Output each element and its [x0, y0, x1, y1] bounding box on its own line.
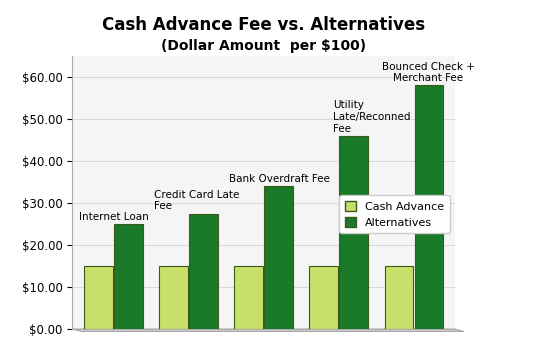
Bar — [310, 266, 338, 329]
Bar — [159, 266, 188, 329]
Bar — [340, 136, 368, 329]
Bar — [234, 266, 263, 329]
Text: Credit Card Late
Fee: Credit Card Late Fee — [154, 190, 239, 211]
Bar — [84, 266, 113, 329]
Text: Internet Loan: Internet Loan — [79, 212, 149, 222]
Polygon shape — [72, 329, 464, 331]
Bar — [264, 186, 293, 329]
Text: Utility
Late/Reconned
Fee: Utility Late/Reconned Fee — [332, 100, 410, 134]
Bar — [189, 214, 218, 329]
Bar — [385, 266, 413, 329]
Text: (Dollar Amount  per $100): (Dollar Amount per $100) — [161, 39, 366, 53]
Legend: Cash Advance, Alternatives: Cash Advance, Alternatives — [339, 195, 450, 233]
Text: Cash Advance Fee vs. Alternatives: Cash Advance Fee vs. Alternatives — [102, 16, 425, 34]
Text: Bounced Check +
Merchant Fee: Bounced Check + Merchant Fee — [382, 62, 475, 83]
Text: Bank Overdraft Fee: Bank Overdraft Fee — [229, 174, 330, 184]
Bar — [114, 224, 143, 329]
Bar — [415, 85, 443, 329]
